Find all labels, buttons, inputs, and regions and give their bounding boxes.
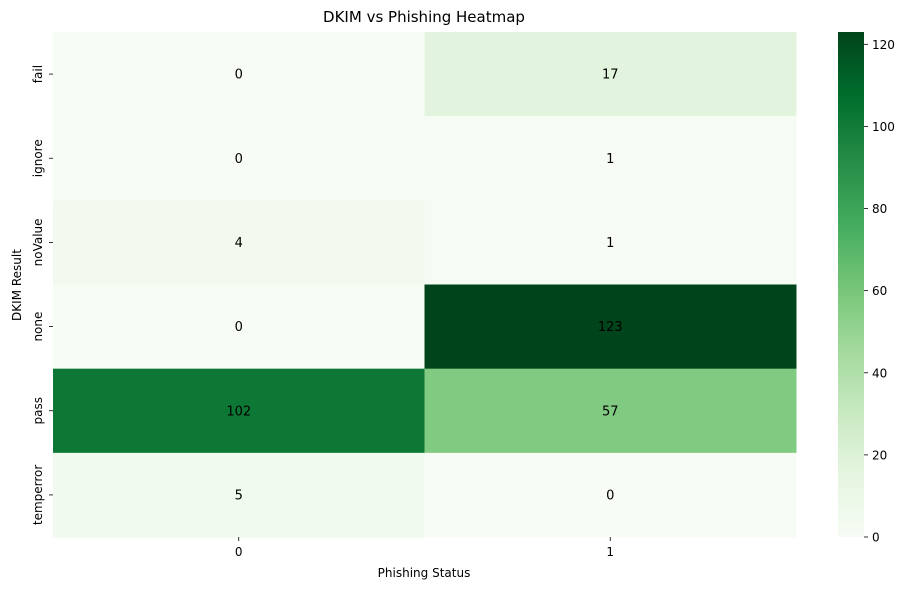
y-tick-label: fail: [31, 65, 45, 83]
y-tick-label: none: [31, 312, 45, 342]
heatmap-value-label: 123: [598, 320, 623, 335]
y-tick-label: noValue: [31, 218, 45, 266]
colorbar-tick-label: 20: [872, 448, 887, 462]
chart-title: DKIM vs Phishing Heatmap: [323, 8, 525, 26]
y-axis-ticks: fail ignore noValue none pass temperror: [31, 65, 53, 525]
heatmap-value-label: 57: [602, 404, 619, 419]
x-tick-label: 0: [235, 545, 243, 559]
heatmap-cells: [53, 32, 797, 538]
y-tick-label: temperror: [31, 465, 45, 526]
heatmap-value-label: 17: [602, 68, 619, 83]
heatmap-value-label: 0: [235, 320, 243, 335]
colorbar-tick-label: 100: [872, 120, 895, 134]
y-axis-label: DKIM Result: [10, 249, 24, 321]
colorbar-tick-label: 80: [872, 202, 887, 216]
x-tick-label: 1: [606, 545, 614, 559]
x-axis-label: Phishing Status: [378, 566, 471, 580]
colorbar: [838, 32, 864, 537]
heatmap-value-label: 1: [606, 236, 614, 251]
heatmap-value-label: 102: [226, 404, 251, 419]
heatmap-value-label: 5: [235, 488, 243, 503]
heatmap-value-label: 0: [606, 488, 614, 503]
heatmap-value-label: 0: [235, 152, 243, 167]
heatmap-value-label: 0: [235, 68, 243, 83]
colorbar-tick-label: 40: [872, 366, 887, 380]
colorbar-tick-label: 120: [872, 38, 895, 52]
y-tick-label: pass: [31, 397, 45, 424]
y-tick-label: ignore: [31, 139, 45, 177]
heatmap-value-label: 4: [235, 236, 243, 251]
heatmap-value-label: 1: [606, 152, 614, 167]
colorbar-ticks: 0 20 40 60 80 100 120: [864, 38, 895, 545]
colorbar-tick-label: 0: [872, 531, 880, 545]
colorbar-tick-label: 60: [872, 284, 887, 298]
